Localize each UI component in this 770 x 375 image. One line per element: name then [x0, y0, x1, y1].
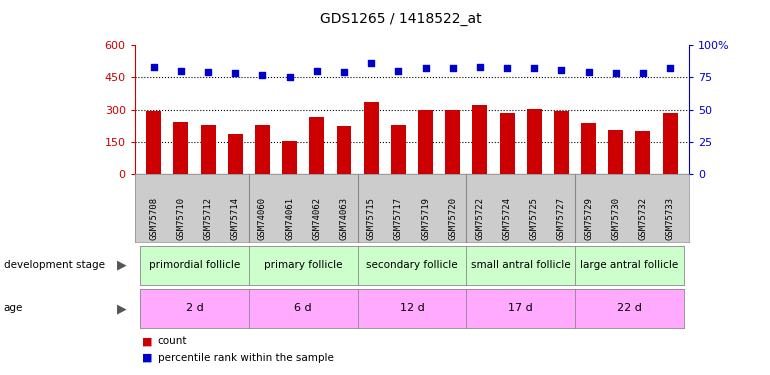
Bar: [445, 110, 460, 174]
Bar: [473, 105, 487, 174]
Text: GSM75733: GSM75733: [665, 197, 675, 240]
Text: GSM75725: GSM75725: [530, 197, 539, 240]
Text: primary follicle: primary follicle: [264, 260, 343, 270]
Text: count: count: [158, 336, 187, 346]
Text: GSM75732: GSM75732: [638, 197, 648, 240]
Bar: [608, 130, 623, 174]
Text: GSM75724: GSM75724: [503, 197, 511, 240]
Text: GSM74062: GSM74062: [313, 197, 321, 240]
Text: GSM75710: GSM75710: [176, 197, 186, 240]
Bar: [201, 125, 216, 174]
Text: GSM75717: GSM75717: [394, 197, 403, 240]
Text: GSM75727: GSM75727: [557, 197, 566, 240]
Point: [202, 69, 214, 75]
Bar: [310, 117, 324, 174]
Text: ■: ■: [142, 353, 153, 363]
Point: [148, 64, 160, 70]
Text: small antral follicle: small antral follicle: [470, 260, 571, 270]
Text: ▶: ▶: [117, 302, 127, 315]
Text: GSM75715: GSM75715: [367, 197, 376, 240]
Point: [283, 74, 296, 80]
Text: GSM75719: GSM75719: [421, 197, 430, 240]
Point: [582, 69, 594, 75]
Text: GSM74060: GSM74060: [258, 197, 267, 240]
Text: GSM74061: GSM74061: [285, 197, 294, 240]
Bar: [255, 125, 270, 174]
Text: GSM75708: GSM75708: [149, 197, 159, 240]
Text: GSM75730: GSM75730: [611, 197, 621, 240]
Text: secondary follicle: secondary follicle: [367, 260, 457, 270]
Bar: [581, 123, 596, 174]
Point: [365, 60, 377, 66]
Text: 6 d: 6 d: [294, 303, 312, 313]
Point: [175, 68, 187, 74]
Text: primordial follicle: primordial follicle: [149, 260, 240, 270]
Bar: [635, 131, 651, 174]
Text: GSM75720: GSM75720: [448, 197, 457, 240]
Point: [555, 67, 567, 73]
Text: 17 d: 17 d: [508, 303, 533, 313]
Bar: [173, 122, 189, 174]
Text: GSM75722: GSM75722: [475, 197, 484, 240]
Text: 2 d: 2 d: [186, 303, 203, 313]
Point: [338, 69, 350, 75]
Point: [447, 65, 459, 71]
Bar: [663, 113, 678, 174]
Text: GSM75729: GSM75729: [584, 197, 593, 240]
Text: ■: ■: [142, 336, 153, 346]
Text: GSM74063: GSM74063: [340, 197, 349, 240]
Point: [310, 68, 323, 74]
Bar: [228, 135, 243, 174]
Text: GDS1265 / 1418522_at: GDS1265 / 1418522_at: [320, 12, 481, 26]
Bar: [554, 111, 569, 174]
Point: [501, 65, 514, 71]
Bar: [391, 125, 406, 174]
Bar: [527, 109, 542, 174]
Text: development stage: development stage: [4, 260, 105, 270]
Bar: [418, 110, 433, 174]
Text: percentile rank within the sample: percentile rank within the sample: [158, 353, 333, 363]
Text: large antral follicle: large antral follicle: [581, 260, 678, 270]
Point: [256, 72, 269, 78]
Bar: [363, 102, 379, 174]
Text: 22 d: 22 d: [617, 303, 642, 313]
Text: 12 d: 12 d: [400, 303, 424, 313]
Text: GSM75714: GSM75714: [231, 197, 239, 240]
Text: GSM75712: GSM75712: [203, 197, 213, 240]
Point: [392, 68, 404, 74]
Point: [229, 70, 242, 76]
Text: ▶: ▶: [117, 259, 127, 272]
Point: [420, 65, 432, 71]
Point: [474, 64, 486, 70]
Bar: [146, 111, 161, 174]
Text: age: age: [4, 303, 23, 313]
Point: [664, 65, 676, 71]
Bar: [500, 113, 514, 174]
Bar: [336, 126, 351, 174]
Bar: [282, 141, 297, 174]
Point: [637, 70, 649, 76]
Point: [610, 70, 622, 76]
Point: [528, 65, 541, 71]
